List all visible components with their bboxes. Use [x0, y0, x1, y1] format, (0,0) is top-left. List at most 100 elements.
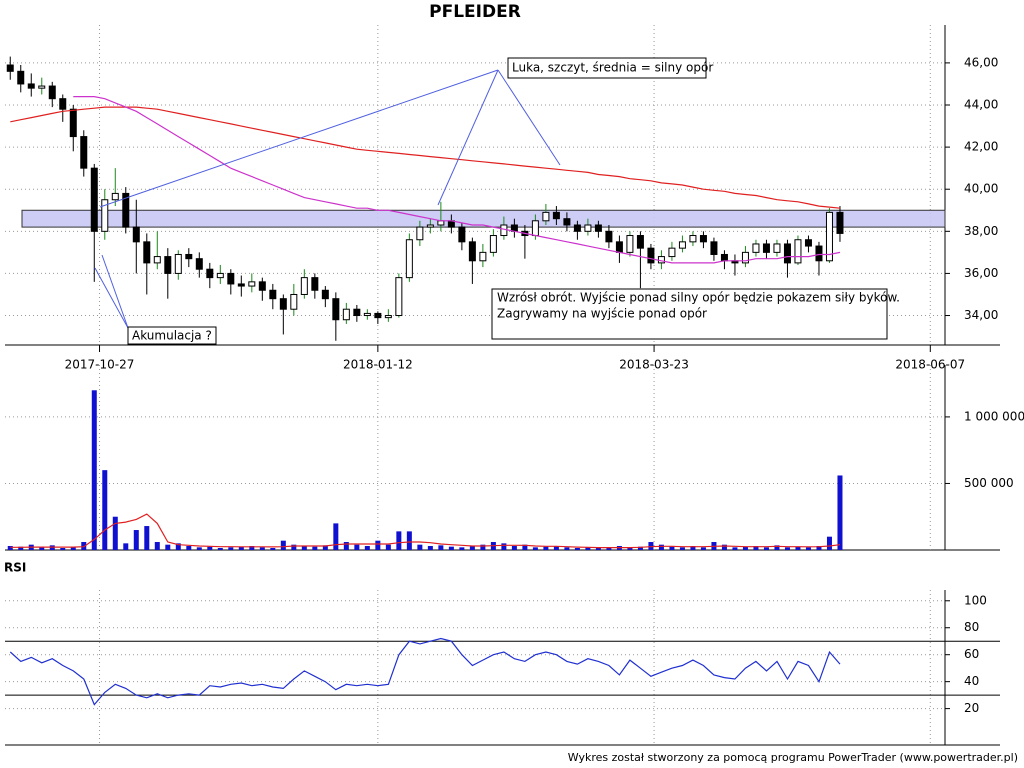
candle-body: [258, 281, 266, 291]
candle-body: [6, 64, 14, 72]
volume-bar: [144, 526, 150, 550]
candle-body: [237, 283, 245, 287]
candle-body: [132, 226, 140, 243]
volume-bar: [417, 544, 423, 550]
volume-bar: [165, 544, 171, 550]
annotation-text: Wzrósł obrót. Wyjście ponad silny opór b…: [497, 291, 900, 305]
volume-bar: [7, 546, 13, 550]
candle-body: [290, 293, 298, 310]
volume-bar: [154, 542, 160, 550]
volume-bar: [511, 546, 517, 550]
candle-body: [17, 70, 25, 85]
candle-body: [405, 239, 413, 279]
x-tick-label: 2018-06-07: [895, 358, 965, 372]
y-tick-label: 20: [964, 701, 979, 715]
candle-body: [741, 251, 749, 264]
candle-body: [90, 167, 98, 232]
volume-bar: [522, 544, 528, 550]
y-tick-label: 80: [964, 620, 979, 634]
candle-body: [752, 243, 760, 253]
candle-body: [689, 235, 697, 243]
volume-bar: [70, 547, 76, 550]
volume-bar: [91, 390, 97, 550]
candle-body: [657, 256, 665, 264]
volume-bar: [301, 546, 307, 550]
volume-bar: [690, 546, 696, 550]
candle-body: [300, 277, 308, 295]
candle-body: [227, 272, 235, 285]
chart-title: PFLEIDER: [429, 2, 521, 22]
candle-body: [38, 85, 46, 89]
candle-body: [363, 312, 371, 317]
candle-body: [804, 239, 812, 247]
candle-body: [594, 224, 602, 232]
candle-body: [647, 247, 655, 264]
y-tick-label: 44,00: [964, 98, 998, 112]
volume-bar: [259, 547, 265, 550]
x-tick-label: 2018-03-23: [619, 358, 689, 372]
volume-bar: [669, 546, 675, 550]
annotation-line: [101, 254, 129, 329]
rsi-line: [9, 637, 841, 706]
candle-body: [489, 235, 497, 253]
candle-body: [80, 136, 88, 169]
candle-body: [552, 211, 560, 220]
annotation-line: [99, 69, 499, 208]
candle-body: [395, 277, 403, 317]
candle-body: [699, 235, 707, 243]
y-tick-label: 1 000 000: [964, 409, 1024, 423]
volume-bar: [343, 542, 349, 550]
volume-bar: [322, 545, 328, 550]
volume-bar: [585, 547, 591, 550]
volume-bar: [553, 546, 559, 550]
volume-bar: [753, 546, 759, 550]
volume-bar: [438, 545, 444, 550]
candle-body: [195, 258, 203, 270]
volume-bar: [658, 544, 664, 550]
volume-bar: [238, 546, 244, 550]
candle-body: [332, 298, 340, 321]
candle-body: [815, 245, 823, 262]
volume-bar: [270, 548, 276, 550]
candle-body: [143, 241, 151, 264]
annotation-text: Zagrywamy na wyjście ponad opór: [497, 307, 707, 321]
candle-body: [216, 272, 224, 279]
annotation-line: [497, 69, 561, 166]
plot-area: 34,00 36,00 38,00 40,00 42,00 44,00 46,00 500 0…: [5, 25, 1024, 746]
volume-bar: [375, 540, 381, 550]
volume-bar: [280, 540, 286, 550]
candle-body: [636, 235, 644, 249]
volume-bar: [574, 548, 580, 550]
y-tick-label: 46,00: [964, 55, 998, 69]
volume-bar: [448, 546, 454, 550]
volume-bar: [228, 547, 234, 550]
candle-body: [794, 239, 802, 264]
volume-average: [10, 513, 841, 549]
volume-bar: [385, 544, 391, 550]
volume-bar: [186, 546, 192, 550]
volume-bar: [112, 516, 118, 550]
annotations: Luka, szczyt, średnia = silny opór Akumu…: [94, 57, 900, 345]
candle-body: [374, 312, 382, 319]
candle-body: [269, 289, 277, 300]
y-tick-label: 100: [964, 593, 987, 607]
volume-bar: [175, 543, 181, 550]
x-tick-label: 2018-01-12: [343, 358, 413, 372]
candle-body: [783, 243, 791, 264]
volume-bar: [805, 547, 811, 550]
candle-body: [479, 251, 487, 262]
y-tick-label: 42,00: [964, 140, 998, 154]
volume-bar: [480, 544, 486, 550]
candle-body: [468, 241, 476, 262]
candle-body: [342, 308, 350, 321]
candle-body: [426, 224, 434, 228]
moving-average: [73, 96, 841, 264]
volume-bar: [721, 544, 727, 550]
volume-bar: [763, 547, 769, 550]
y-tick-label: 40,00: [964, 182, 998, 196]
candle-body: [206, 268, 214, 279]
volume-bar: [774, 545, 780, 550]
volume-bar: [606, 547, 612, 550]
candle-body: [710, 241, 718, 255]
